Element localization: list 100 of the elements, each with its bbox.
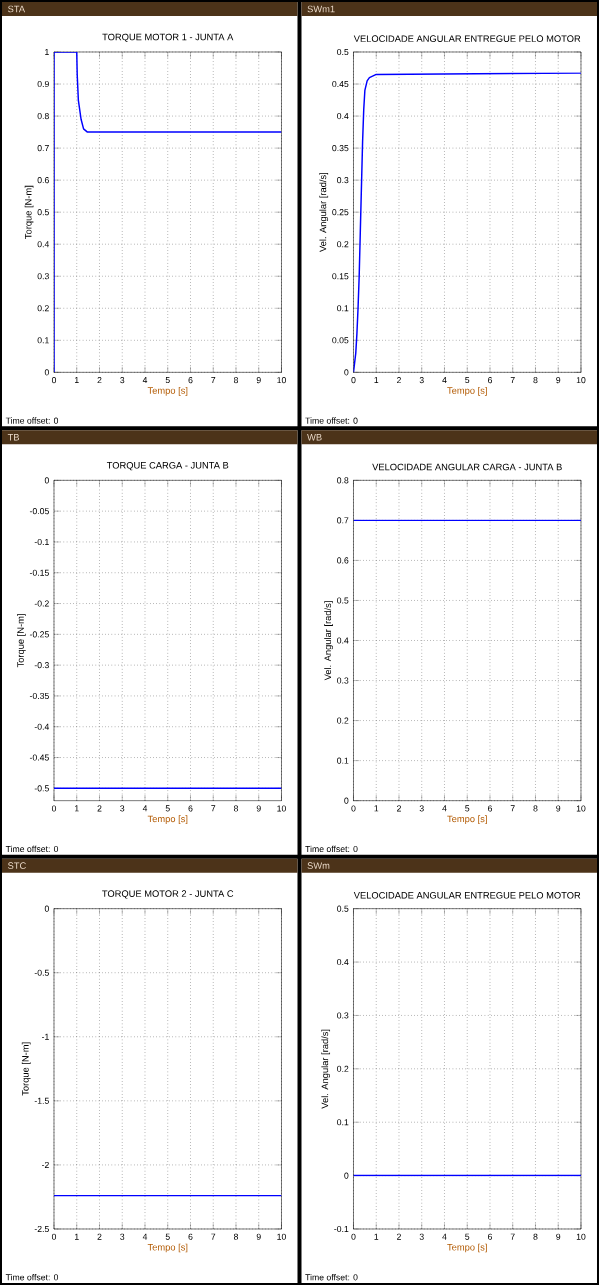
x-tick-label: 5 (465, 1233, 470, 1240)
x-tick-label: 0 (51, 805, 57, 812)
x-tick-label: 0 (51, 377, 57, 384)
chart-title: TORQUE CARGA - JUNTA B (106, 462, 229, 471)
y-tick-label: 0.2 (37, 305, 49, 312)
x-tick-label: 0 (351, 1233, 356, 1240)
x-tick-label: 1 (75, 1233, 79, 1240)
y-tick-label: 0.5 (37, 209, 49, 216)
x-tick-label: 7 (510, 805, 515, 812)
y-tick-label: 0.3 (337, 1012, 349, 1019)
x-tick-label: 1 (374, 805, 379, 812)
text: TB (7, 434, 20, 441)
y-tick-label: 0.4 (337, 637, 349, 644)
y-tick-label: -0.5 (34, 785, 49, 792)
x-tick-label: 8 (533, 377, 538, 384)
y-tick-label: -0.35 (29, 692, 49, 700)
x-tick-label: 6 (488, 805, 493, 812)
x-tick-label: 10 (277, 805, 286, 812)
chart-title: VELOCIDADE ANGULAR CARGA - JUNTA B (372, 463, 562, 471)
x-tick-label: 6 (488, 1233, 493, 1240)
x-tick-label: 8 (233, 377, 239, 384)
y-tick-label: 1 (45, 49, 49, 55)
x-tick-label: 2 (397, 805, 401, 812)
y-tick-label: 0 (44, 905, 49, 912)
y-tick-label: -0.2 (34, 600, 49, 607)
text: Time offset: 0 (305, 1274, 358, 1281)
y-tick-label: 0.5 (337, 597, 349, 604)
x-axis-title: Tempo [s] (447, 387, 487, 396)
y-tick-label: 0.3 (337, 177, 349, 184)
y-tick-label: 0 (344, 797, 349, 804)
line-series (54, 52, 282, 373)
y-axis-title: Torque [N-m] (21, 1042, 31, 1096)
x-tick-label: 1 (374, 1233, 379, 1240)
x-tick-label: 5 (465, 805, 470, 812)
x-tick-label: 2 (397, 1233, 401, 1240)
y-tick-label: -1.5 (34, 1097, 49, 1104)
x-tick-label: 6 (488, 377, 493, 384)
y-axis-title: Torque [N-m] (24, 185, 34, 239)
line-series (353, 72, 581, 373)
x-tick-label: 9 (256, 377, 261, 384)
x-tick-label: 2 (97, 805, 102, 812)
x-tick-label: 3 (419, 1233, 424, 1240)
x-tick-label: 5 (165, 1233, 170, 1240)
y-tick-label: -0.5 (34, 969, 49, 976)
text: Time offset: 0 (305, 845, 358, 853)
x-tick-label: 9 (556, 1233, 561, 1240)
y-tick-label: 0.05 (332, 337, 349, 344)
y-tick-label: -2.5 (34, 1225, 49, 1233)
x-tick-label: 5 (165, 805, 170, 812)
y-axis-title: Torque [N-m] (17, 614, 26, 668)
x-tick-label: 9 (556, 805, 561, 812)
y-tick-label: 0 (344, 1172, 349, 1179)
y-tick-label: 0.6 (337, 557, 349, 564)
y-tick-label: -0.45 (29, 754, 49, 761)
y-tick-label: 0.2 (337, 241, 349, 248)
y-tick-label: -0.3 (34, 662, 49, 669)
x-tick-label: 5 (165, 377, 170, 384)
x-tick-label: 9 (256, 805, 261, 812)
y-tick-label: 0.5 (337, 905, 349, 912)
x-tick-label: 2 (397, 377, 401, 384)
y-tick-label: 0.4 (37, 241, 50, 248)
y-tick-label: -0.1 (334, 1225, 349, 1233)
x-tick-label: 2 (97, 1233, 102, 1240)
x-axis-title: Tempo [s] (447, 1243, 487, 1253)
y-tick-label: 0.45 (332, 80, 349, 88)
y-tick-label: 0.1 (37, 337, 49, 344)
x-tick-label: 6 (188, 1233, 193, 1240)
y-tick-label: -0.15 (29, 569, 49, 576)
y-tick-label: 0.1 (337, 305, 349, 312)
x-tick-label: 9 (556, 377, 561, 384)
x-tick-label: 6 (188, 377, 193, 384)
y-tick-label: 0.35 (332, 145, 349, 152)
x-tick-label: 8 (533, 805, 538, 812)
y-tick-label: 0.3 (337, 677, 349, 684)
x-tick-label: 1 (75, 805, 79, 812)
x-tick-label: 0 (351, 377, 356, 384)
x-tick-label: 10 (277, 1233, 286, 1240)
y-tick-label: 0.5 (337, 48, 349, 56)
x-tick-label: 4 (142, 377, 148, 383)
chart-title: VELOCIDADE ANGULAR ENTREGUE PELO MOTOR (353, 892, 581, 899)
y-tick-label: 0.7 (37, 145, 49, 152)
y-tick-label: 0.8 (37, 113, 49, 120)
x-tick-label: 2 (97, 377, 102, 384)
y-tick-label: 0.15 (332, 273, 349, 280)
x-tick-label: 10 (576, 805, 586, 812)
text: WB (307, 434, 322, 441)
x-axis-title: Tempo [s] (447, 815, 487, 825)
x-tick-label: 4 (142, 1233, 148, 1240)
x-tick-label: 7 (211, 805, 216, 812)
text: Time offset: 0 (5, 417, 59, 424)
y-tick-label: 0.1 (337, 1119, 349, 1126)
x-tick-label: 8 (233, 805, 239, 812)
x-tick-label: 9 (256, 1233, 261, 1240)
x-tick-label: 4 (442, 377, 447, 383)
x-tick-label: 1 (75, 377, 79, 383)
x-tick-label: 10 (576, 377, 586, 384)
y-tick-label: 0 (44, 369, 49, 376)
x-tick-label: 0 (351, 805, 356, 812)
text: STA (8, 5, 26, 13)
x-tick-label: 3 (419, 805, 424, 812)
